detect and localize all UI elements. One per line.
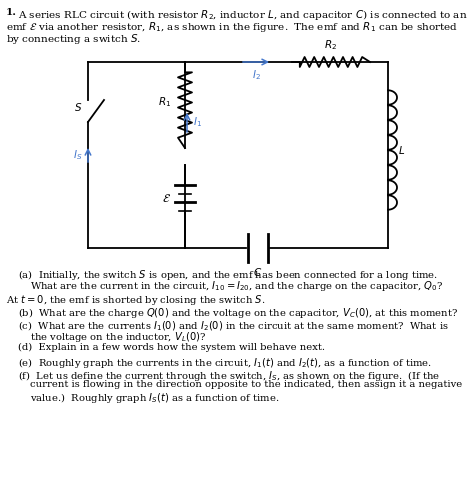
Text: (b)  What are the charge $Q(0)$ and the voltage on the capacitor, $V_C(0)$, at t: (b) What are the charge $Q(0)$ and the v…	[18, 306, 458, 320]
Text: (e)  Roughly graph the currents in the circuit, $I_1(t)$ and $I_2(t)$, as a func: (e) Roughly graph the currents in the ci…	[18, 356, 432, 370]
Text: $I_S$: $I_S$	[73, 148, 82, 162]
Text: the voltage on the inductor, $V_L(0)$?: the voltage on the inductor, $V_L(0)$?	[30, 330, 207, 344]
Text: $R_2$: $R_2$	[325, 38, 337, 52]
Text: current is flowing in the direction opposite to the indicated, then assign it a : current is flowing in the direction oppo…	[30, 380, 462, 389]
Text: At $t = 0$, the emf is shorted by closing the switch $S$.: At $t = 0$, the emf is shorted by closin…	[6, 293, 265, 307]
Text: $I_1$: $I_1$	[193, 115, 202, 129]
Text: (a)  Initially, the switch $S$ is open, and the emf has been connected for a lon: (a) Initially, the switch $S$ is open, a…	[18, 268, 438, 282]
Text: $S$: $S$	[74, 101, 82, 113]
Text: $\mathcal{E}$: $\mathcal{E}$	[162, 192, 171, 204]
Text: $R_1$: $R_1$	[158, 95, 171, 109]
Text: by connecting a switch $S$.: by connecting a switch $S$.	[6, 32, 141, 46]
Text: 1.: 1.	[6, 8, 17, 17]
Text: (c)  What are the currents $I_1(0)$ and $I_2(0)$ in the circuit at the same mome: (c) What are the currents $I_1(0)$ and $…	[18, 319, 449, 333]
Text: (f)  Let us define the current through the switch, $I_S$, as shown on the figure: (f) Let us define the current through th…	[18, 369, 440, 383]
Text: $L$: $L$	[398, 144, 405, 156]
Text: value.)  Roughly graph $I_S(t)$ as a function of time.: value.) Roughly graph $I_S(t)$ as a func…	[30, 391, 280, 405]
Text: $I_2$: $I_2$	[252, 68, 260, 82]
Text: A series RLC circuit (with resistor $R_2$, inductor $L$, and capacitor $C$) is c: A series RLC circuit (with resistor $R_2…	[18, 8, 468, 22]
Text: emf $\mathcal{E}$ via another resistor, $R_1$, as shown in the figure.  The emf : emf $\mathcal{E}$ via another resistor, …	[6, 20, 458, 34]
Text: $C$: $C$	[254, 266, 263, 278]
Text: (d)  Explain in a few words how the system will behave next.: (d) Explain in a few words how the syste…	[18, 343, 325, 352]
Text: What are the current in the circuit, $I_{10} = I_{20}$, and the charge on the ca: What are the current in the circuit, $I_…	[30, 279, 443, 293]
